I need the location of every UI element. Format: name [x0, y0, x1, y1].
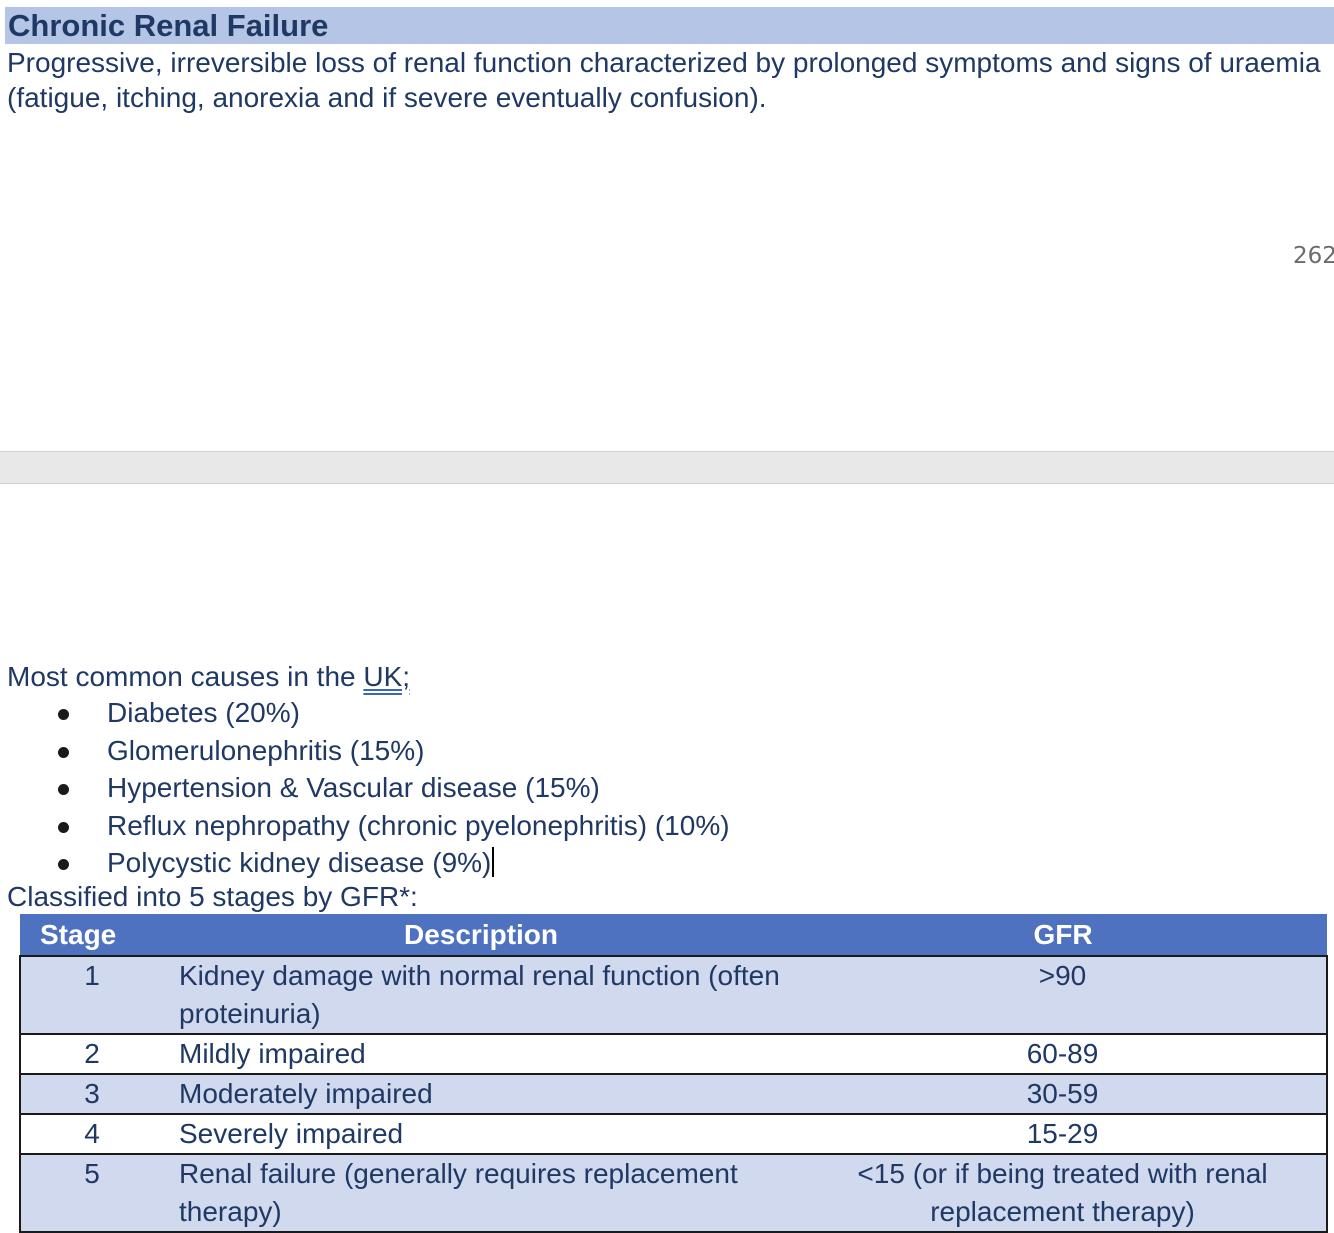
- list-item-label: Diabetes (20%): [107, 697, 300, 728]
- stage-cell: 5: [19, 1153, 163, 1233]
- description-cell: Kidney damage with normal renal function…: [163, 955, 799, 1034]
- table-row: 3 Moderately impaired 30-59: [19, 1073, 1328, 1114]
- page-break-divider: [0, 451, 1334, 484]
- text-cursor: [492, 847, 495, 877]
- header-description: Description: [163, 914, 799, 956]
- bullet-icon: [58, 709, 69, 720]
- stage-cell: 1: [19, 955, 163, 1034]
- gfr-cell: <15 (or if being treated with renal repl…: [799, 1153, 1328, 1233]
- list-item-label-wrap[interactable]: Polycystic kidney disease (9%): [107, 845, 495, 881]
- classification-text: Classified into 5 stages by GFR*:: [7, 881, 418, 912]
- list-item-label: Glomerulonephritis (15%): [107, 734, 425, 766]
- section-title: Chronic Renal Failure: [5, 7, 1334, 44]
- header-stage: Stage: [20, 914, 163, 956]
- stage-cell: 2: [19, 1033, 163, 1074]
- table-row: 2 Mildly impaired 60-89: [19, 1033, 1328, 1074]
- table-row: 1 Kidney damage with normal renal functi…: [19, 955, 1328, 1034]
- bullet-icon: [58, 746, 69, 758]
- causes-intro-text: Most common causes in the: [7, 661, 364, 692]
- list-item-label: Hypertension & Vascular disease (15%): [107, 772, 600, 803]
- causes-intro: Most common causes in the UK;: [7, 659, 410, 695]
- description-cell: Renal failure (generally requires replac…: [163, 1153, 799, 1233]
- list-item-label[interactable]: Polycystic kidney disease (9%): [107, 847, 492, 878]
- table-row: 4 Severely impaired 15-29: [19, 1113, 1328, 1154]
- gfr-stages-table: Stage Description GFR 1 Kidney damage wi…: [19, 914, 1328, 1233]
- gfr-cell: 30-59: [799, 1073, 1328, 1114]
- intro-paragraph: Progressive, irreversible loss of renal …: [7, 47, 1321, 113]
- description-cell: Mildly impaired: [163, 1033, 799, 1074]
- table-header-row: Stage Description GFR: [20, 914, 1327, 956]
- stage-cell: 3: [19, 1073, 163, 1114]
- bullet-icon: [58, 821, 69, 833]
- bullet-icon: [58, 859, 69, 870]
- description-cell: Severely impaired: [163, 1113, 799, 1154]
- page-number: 262: [1293, 243, 1334, 269]
- gfr-cell: >90: [799, 955, 1328, 1034]
- bullet-icon: [58, 784, 69, 795]
- header-gfr: GFR: [799, 914, 1327, 956]
- list-item-label: Reflux nephropathy (chronic pyelonephrit…: [107, 809, 730, 841]
- gfr-cell: 60-89: [799, 1033, 1328, 1074]
- uk-link[interactable]: UK;: [363, 661, 411, 692]
- description-cell: Moderately impaired: [163, 1073, 799, 1114]
- stage-cell: 4: [19, 1113, 163, 1154]
- table-row: 5 Renal failure (generally requires repl…: [19, 1153, 1328, 1233]
- gfr-cell: 15-29: [799, 1113, 1328, 1154]
